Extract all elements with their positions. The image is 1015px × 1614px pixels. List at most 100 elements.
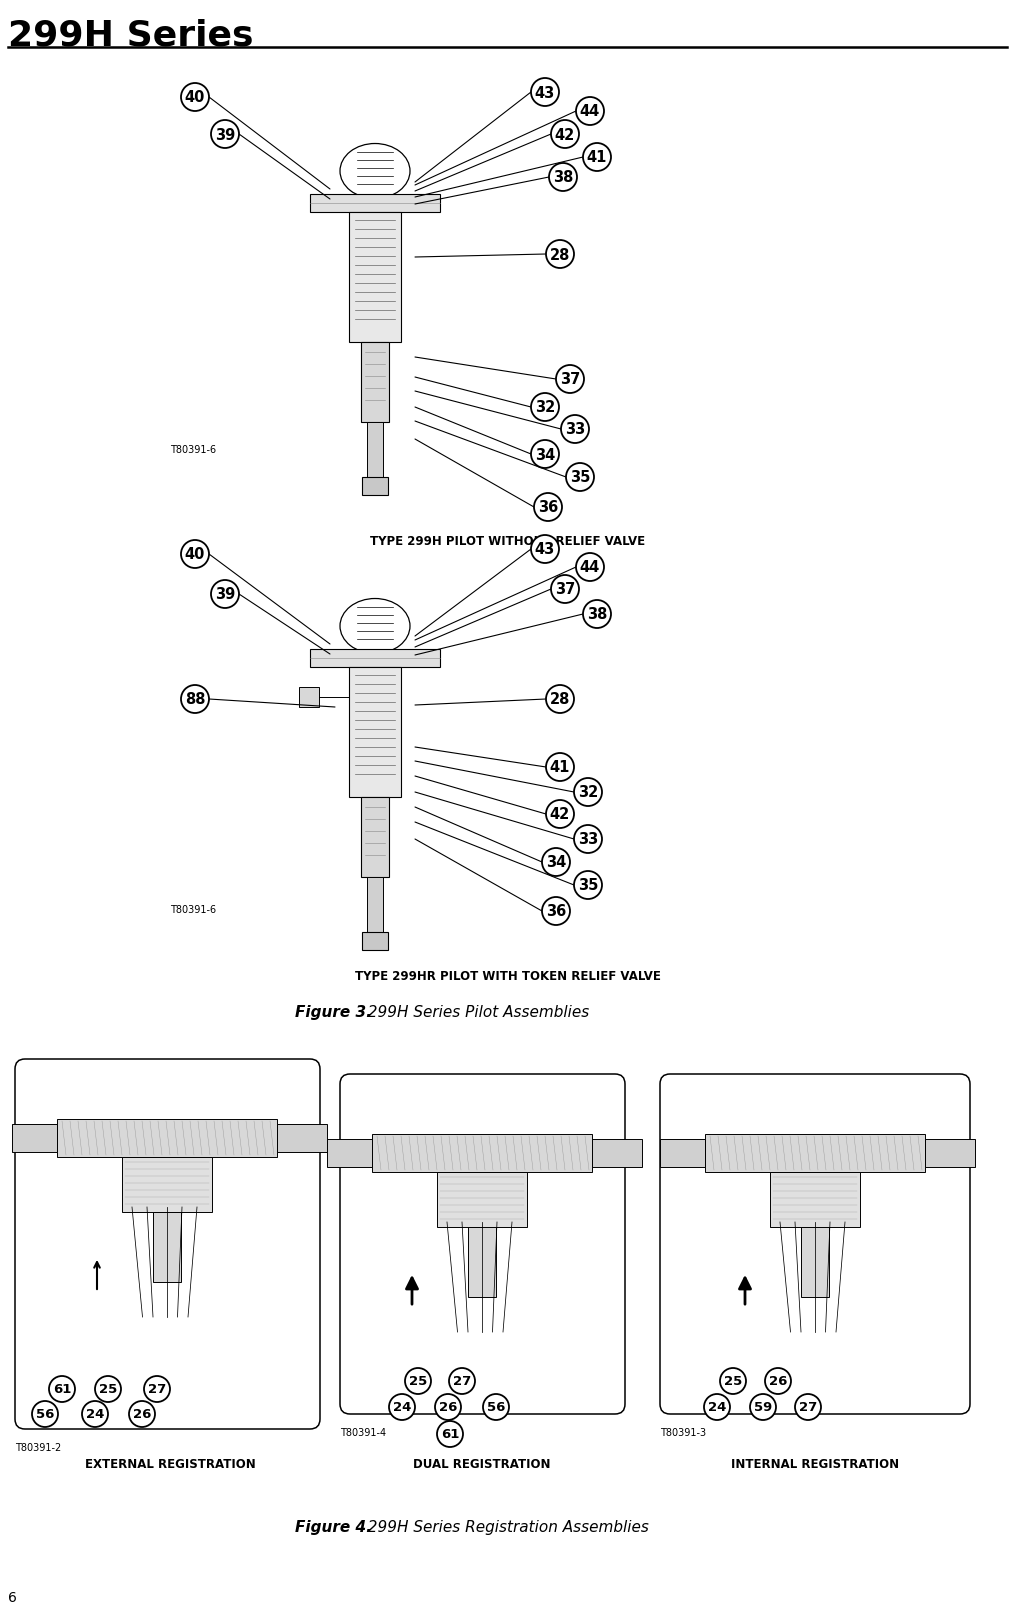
Text: Figure 4.: Figure 4. [295, 1519, 371, 1533]
Bar [361, 797, 389, 878]
Text: 43: 43 [535, 86, 555, 100]
Bar [592, 1139, 642, 1167]
Text: 38: 38 [587, 607, 607, 621]
Circle shape [144, 1377, 170, 1403]
Bar [367, 423, 383, 478]
Circle shape [546, 754, 574, 781]
Text: 42: 42 [555, 128, 576, 142]
Text: 24: 24 [393, 1401, 411, 1414]
Bar [57, 1119, 277, 1157]
Bar [367, 878, 383, 933]
Bar [660, 1139, 705, 1167]
Circle shape [437, 1420, 463, 1448]
Text: 41: 41 [550, 760, 570, 775]
Text: T80391-3: T80391-3 [660, 1427, 706, 1436]
Circle shape [574, 825, 602, 854]
Text: 26: 26 [133, 1407, 151, 1420]
Text: 44: 44 [580, 560, 600, 575]
Circle shape [583, 600, 611, 628]
Circle shape [405, 1369, 431, 1394]
Circle shape [576, 98, 604, 126]
Circle shape [531, 441, 559, 468]
FancyBboxPatch shape [15, 1059, 320, 1428]
Circle shape [704, 1394, 730, 1420]
Bar [801, 1227, 829, 1298]
Text: 56: 56 [36, 1407, 54, 1420]
Text: 299H Series Pilot Assemblies: 299H Series Pilot Assemblies [358, 1004, 590, 1020]
Circle shape [531, 79, 559, 107]
Text: 39: 39 [215, 587, 235, 602]
Circle shape [531, 536, 559, 563]
Circle shape [534, 494, 562, 521]
Circle shape [49, 1377, 75, 1403]
Circle shape [551, 576, 579, 604]
Ellipse shape [340, 144, 410, 200]
Circle shape [576, 554, 604, 581]
Text: 40: 40 [185, 547, 205, 562]
Bar [468, 1227, 496, 1298]
Circle shape [583, 144, 611, 173]
Circle shape [181, 541, 209, 568]
Bar [12, 1125, 57, 1152]
Circle shape [181, 84, 209, 111]
Circle shape [129, 1401, 155, 1427]
Circle shape [546, 240, 574, 270]
Bar [299, 688, 319, 707]
Circle shape [795, 1394, 821, 1420]
Circle shape [542, 849, 570, 876]
Text: EXTERNAL REGISTRATION: EXTERNAL REGISTRATION [84, 1457, 256, 1470]
Bar [373, 1135, 592, 1172]
Circle shape [546, 801, 574, 828]
Text: 36: 36 [538, 500, 558, 515]
Circle shape [720, 1369, 746, 1394]
Circle shape [531, 394, 559, 421]
Circle shape [556, 366, 584, 394]
Circle shape [566, 463, 594, 492]
Text: 59: 59 [754, 1401, 772, 1414]
Text: 38: 38 [553, 171, 573, 186]
Ellipse shape [340, 599, 410, 654]
Text: 27: 27 [148, 1383, 166, 1396]
Text: 44: 44 [580, 105, 600, 119]
Text: 34: 34 [546, 855, 566, 870]
Text: T80391-4: T80391-4 [340, 1427, 386, 1436]
Circle shape [389, 1394, 415, 1420]
Circle shape [435, 1394, 461, 1420]
Text: 25: 25 [724, 1375, 742, 1388]
Text: T80391-6: T80391-6 [170, 904, 216, 915]
FancyBboxPatch shape [660, 1075, 970, 1414]
Text: 299H Series Registration Assemblies: 299H Series Registration Assemblies [358, 1519, 649, 1533]
Text: 25: 25 [409, 1375, 427, 1388]
Text: 27: 27 [799, 1401, 817, 1414]
Text: 27: 27 [453, 1375, 471, 1388]
Text: TYPE 299H PILOT WITHOUT RELIEF VALVE: TYPE 299H PILOT WITHOUT RELIEF VALVE [370, 534, 646, 547]
Text: 43: 43 [535, 542, 555, 557]
Text: 26: 26 [768, 1375, 788, 1388]
Circle shape [765, 1369, 791, 1394]
Text: 33: 33 [578, 831, 598, 847]
Text: 39: 39 [215, 128, 235, 142]
Text: 35: 35 [569, 470, 590, 486]
Circle shape [449, 1369, 475, 1394]
Circle shape [574, 872, 602, 899]
Circle shape [542, 897, 570, 925]
Bar [277, 1125, 327, 1152]
Circle shape [574, 778, 602, 807]
Text: 26: 26 [438, 1401, 457, 1414]
Bar [362, 478, 388, 495]
Text: 24: 24 [86, 1407, 105, 1420]
Bar [349, 668, 401, 797]
Text: 37: 37 [560, 373, 581, 387]
Bar [770, 1172, 860, 1227]
Circle shape [211, 121, 239, 148]
Text: 41: 41 [587, 150, 607, 165]
Circle shape [750, 1394, 776, 1420]
Text: 61: 61 [441, 1428, 459, 1441]
Text: 42: 42 [550, 807, 570, 822]
Text: INTERNAL REGISTRATION: INTERNAL REGISTRATION [731, 1457, 899, 1470]
Circle shape [211, 581, 239, 608]
Circle shape [561, 416, 589, 444]
Text: 6: 6 [8, 1590, 17, 1604]
Text: Figure 3.: Figure 3. [295, 1004, 371, 1020]
Circle shape [483, 1394, 509, 1420]
